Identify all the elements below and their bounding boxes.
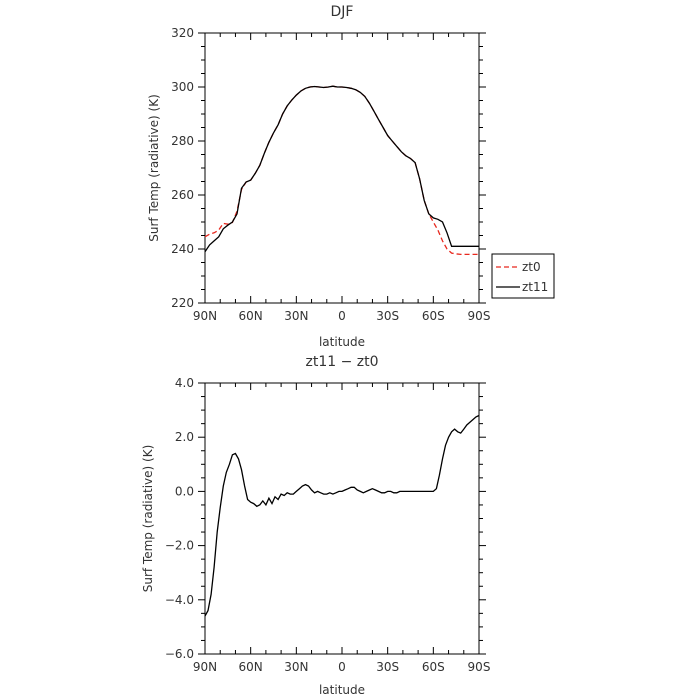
bottom-panel-difference: 90N 60N 30N 0 30S 60S 90S −6.0 −4.0 −2.0 0.0 2.0 4.0… xyxy=(141,354,490,697)
x-tick-label: 60S xyxy=(422,309,445,323)
x-tick-label: 60N xyxy=(239,309,263,323)
x-tick-label: 0 xyxy=(338,309,346,323)
y-tick-label: 0.0 xyxy=(175,484,194,498)
x-tick-label: 90N xyxy=(193,309,217,323)
y-axis-label: Surf Temp (radiative) (K) xyxy=(147,94,161,242)
y-tick-label: 220 xyxy=(171,296,194,310)
y-tick-label: −6.0 xyxy=(165,647,194,661)
y-axis-label: Surf Temp (radiative) (K) xyxy=(141,445,155,593)
chart-title: DJF xyxy=(331,4,354,20)
y-tick-label: 240 xyxy=(171,242,194,256)
x-tick-label: 30S xyxy=(376,309,399,323)
plot-frame xyxy=(204,32,480,304)
legend-label-zt11: zt11 xyxy=(522,280,548,294)
x-tick-label: 90N xyxy=(193,660,217,674)
x-tick-label: 30N xyxy=(284,309,308,323)
legend-box xyxy=(491,253,555,299)
x-tick-label: 30S xyxy=(376,660,399,674)
x-axis-label: latitude xyxy=(319,335,365,349)
y-tick-label: 2.0 xyxy=(175,430,194,444)
y-tick-label: 320 xyxy=(171,26,194,40)
legend: zt0 zt11 xyxy=(491,253,555,299)
y-tick-label: 300 xyxy=(171,80,194,94)
plot-frame xyxy=(204,382,480,655)
x-tick-label: 90S xyxy=(468,660,491,674)
x-axis-label: latitude xyxy=(319,683,365,697)
series-line-zt11 xyxy=(204,85,479,253)
x-tick-label: 0 xyxy=(338,660,346,674)
series-line-zt0 xyxy=(204,85,479,256)
top-panel-djf: 90N 60N 30N 0 30S 60S 90S 220 240 260 280 300 320 DJF… xyxy=(147,4,555,349)
chart-title: zt11 − zt0 xyxy=(305,354,378,370)
x-tick-label: 30N xyxy=(284,660,308,674)
x-tick-label: 60N xyxy=(239,660,263,674)
x-tick-label: 60S xyxy=(422,660,445,674)
y-tick-label: 4.0 xyxy=(175,376,194,390)
y-tick-label: −4.0 xyxy=(165,593,194,607)
legend-label-zt0: zt0 xyxy=(522,260,541,274)
y-tick-label: 260 xyxy=(171,188,194,202)
series-line-series-0 xyxy=(204,414,480,617)
y-tick-label: −2.0 xyxy=(165,539,194,553)
x-tick-label: 90S xyxy=(468,309,491,323)
y-tick-label: 280 xyxy=(171,134,194,148)
